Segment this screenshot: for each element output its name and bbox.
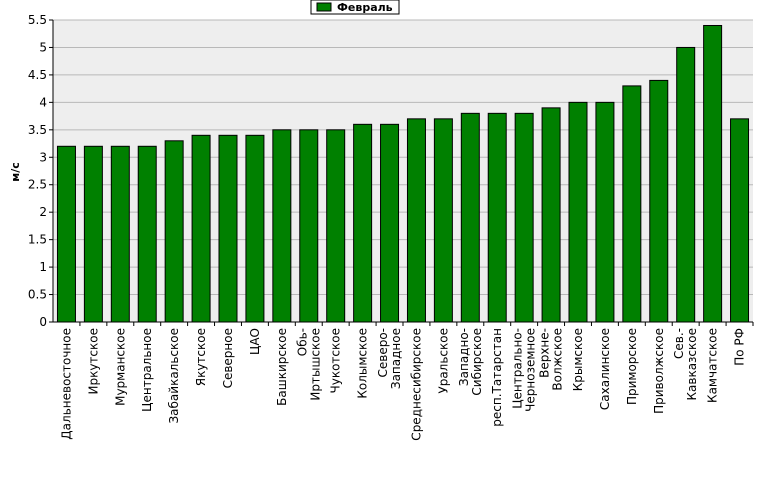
y-axis-label: м/с xyxy=(9,162,22,182)
x-tick-label: ЦАО xyxy=(248,328,262,355)
bar xyxy=(541,107,561,323)
x-tick-label: Центрально-Черноземное xyxy=(511,328,538,412)
bar xyxy=(433,118,453,323)
bar xyxy=(380,123,400,323)
bar xyxy=(137,145,157,323)
x-tick-label: Уральское xyxy=(436,328,450,394)
bar xyxy=(56,145,76,323)
x-axis: Дальневосточное Иркутское Мурманское Центра… xyxy=(59,322,754,441)
x-tick-label: Верхне-Волжское xyxy=(538,328,565,391)
y-tick-label: 0.5 xyxy=(28,288,47,302)
y-tick-label: 2.5 xyxy=(28,178,47,192)
bar xyxy=(703,24,723,323)
x-tick-label: Крымское xyxy=(571,328,585,391)
bar xyxy=(406,118,426,323)
x-tick-label: Западно-Сибирское xyxy=(457,328,484,396)
y-tick-label: 4 xyxy=(39,95,47,109)
y-tick-label: 4.5 xyxy=(28,68,47,82)
y-axis: 0 0.5 1 1.5 2 2.5 3 3.5 4 4.5 5 5.5 xyxy=(28,13,53,329)
x-tick-label: Мурманское xyxy=(113,328,127,406)
x-tick-label: Приморское xyxy=(625,328,639,405)
x-tick-label: Забайкальское xyxy=(167,328,181,424)
bar xyxy=(649,79,669,323)
bar xyxy=(487,112,507,323)
x-tick-label: Среднесибирское xyxy=(409,328,423,441)
y-tick-label: 5.5 xyxy=(28,13,47,27)
x-tick-label: Северное xyxy=(221,328,235,388)
x-tick-label: Камчатское xyxy=(706,328,720,403)
x-tick-label: Сев.-Кавказское xyxy=(672,328,699,401)
y-tick-label: 1 xyxy=(39,260,47,274)
y-tick-label: 5 xyxy=(39,40,47,54)
x-tick-label: Сахалинское xyxy=(598,328,612,410)
bar xyxy=(568,101,588,323)
x-tick-label: Якутское xyxy=(194,328,208,386)
x-tick-label: Иркутское xyxy=(86,328,100,395)
x-tick-label: Колымское xyxy=(356,328,370,399)
x-tick-label: Центральное xyxy=(140,328,154,412)
y-tick-label: 0 xyxy=(39,315,47,329)
bar xyxy=(595,101,615,323)
bar xyxy=(676,46,696,323)
bars xyxy=(56,24,750,323)
x-tick-label: Дальневосточное xyxy=(59,328,73,440)
plot-area xyxy=(53,20,753,322)
bar xyxy=(514,112,534,323)
x-tick-label: Чукотское xyxy=(329,328,343,393)
x-tick-label: Приволжское xyxy=(652,328,666,414)
bar xyxy=(460,112,480,323)
bar xyxy=(110,145,130,323)
bar xyxy=(730,118,750,323)
x-tick-label: Обь-Иртышское xyxy=(295,328,322,401)
x-tick-label: Башкирское xyxy=(275,328,289,406)
bar xyxy=(164,140,184,323)
y-tick-label: 2 xyxy=(39,205,47,219)
x-tick-label: респ.Татарстан xyxy=(490,328,504,427)
bar xyxy=(326,129,346,323)
bar xyxy=(622,85,642,323)
bar xyxy=(353,123,373,323)
y-tick-label: 3 xyxy=(39,150,47,164)
bar xyxy=(272,129,292,323)
bar xyxy=(245,134,265,323)
legend-label: Февраль xyxy=(337,1,393,14)
bar xyxy=(218,134,238,323)
legend-box xyxy=(310,0,400,15)
x-tick-label: Северо-Западное xyxy=(376,328,403,389)
y-tick-label: 3.5 xyxy=(28,123,47,137)
bar xyxy=(83,145,103,323)
bar xyxy=(299,129,319,323)
legend-swatch xyxy=(316,2,332,12)
legend: Февраль xyxy=(310,0,400,15)
bar xyxy=(191,134,211,323)
x-tick-label: По РФ xyxy=(733,328,747,366)
y-tick-label: 1.5 xyxy=(28,233,47,247)
